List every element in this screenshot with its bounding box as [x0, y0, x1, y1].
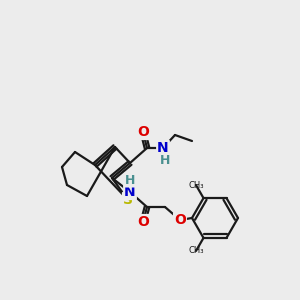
Text: CH₃: CH₃ — [188, 246, 204, 255]
Text: O: O — [137, 215, 149, 229]
Text: N: N — [124, 185, 136, 199]
Text: O: O — [137, 125, 149, 139]
Text: N: N — [157, 141, 169, 155]
Text: O: O — [174, 213, 186, 227]
Text: H: H — [160, 154, 170, 166]
Text: H: H — [125, 173, 135, 187]
Text: S: S — [123, 193, 133, 207]
Text: CH₃: CH₃ — [188, 181, 204, 190]
